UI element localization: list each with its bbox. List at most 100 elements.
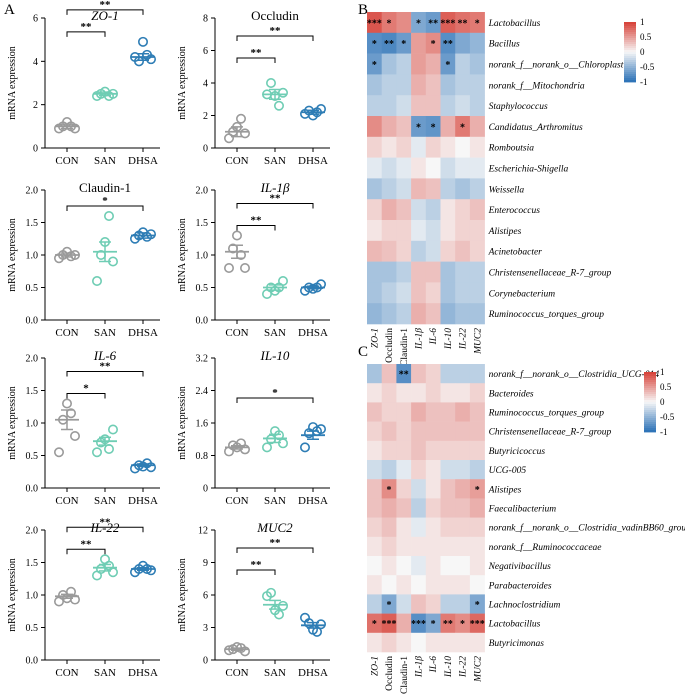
y-tick-label: 1.5	[26, 558, 39, 569]
legend-swatch	[644, 404, 656, 407]
row-label: Lachnoclostridium	[488, 601, 561, 611]
x-tick-label: SAN	[264, 327, 286, 339]
legend-swatch	[644, 388, 656, 391]
legend-swatch	[624, 74, 636, 77]
significance-star: *	[372, 39, 377, 50]
heatmap-cell	[367, 440, 382, 461]
significance-star: *	[431, 39, 436, 50]
y-tick-label: 2	[33, 100, 38, 111]
sig-label: **	[100, 0, 112, 11]
dot-chart-4: IL-1β mRNA expression 0.0 0.5 1.0 1.5 2.0 CON SA…	[177, 180, 330, 339]
heatmap-cell	[455, 116, 471, 138]
heatmap-cell	[367, 364, 382, 384]
y-tick-label: 0.5	[26, 283, 39, 294]
panel-label-a: A	[4, 2, 15, 18]
heatmap-cell	[425, 479, 441, 499]
heatmap-cell	[455, 220, 471, 242]
data-point	[240, 128, 251, 139]
legend-swatch	[624, 70, 636, 73]
heatmap-cell	[396, 556, 412, 576]
y-axis-label: mRNA expression	[7, 218, 18, 292]
heatmap-cell	[455, 261, 471, 283]
legend-swatch	[644, 396, 656, 399]
heatmap-cell	[469, 479, 485, 499]
dot-chart-1: ZO-1 mRNA expression 0 2 4 6 CON SAN DHSA ** **	[7, 0, 160, 167]
heatmap-cell	[381, 594, 397, 614]
heatmap-cell	[411, 460, 427, 480]
legend-swatch	[644, 418, 656, 421]
legend-swatch	[644, 412, 656, 415]
heatmap-cell	[440, 536, 456, 557]
data-point	[92, 275, 103, 286]
data-point	[92, 447, 103, 458]
legend-swatch	[644, 428, 656, 431]
heatmap-cell	[425, 282, 441, 304]
heatmap-cell	[469, 136, 485, 158]
heatmap-cell	[469, 421, 485, 442]
heatmap-cell	[469, 261, 485, 283]
heatmap-cell	[440, 32, 456, 54]
legend-swatch	[624, 78, 636, 81]
heatmap-cell	[367, 220, 382, 242]
heatmap-cell	[425, 556, 441, 576]
sig-bracket	[236, 225, 276, 231]
heatmap-cell	[469, 383, 485, 403]
significance-star: **	[443, 39, 453, 50]
data-point	[273, 609, 284, 620]
heatmap-cell	[411, 220, 427, 242]
x-tick-label: SAN	[94, 495, 116, 507]
heatmap-cell	[425, 575, 441, 595]
heatmap-cell	[367, 74, 382, 96]
heatmap-cell	[381, 556, 397, 576]
y-axis-label: mRNA expression	[177, 218, 188, 292]
heatmap-cell	[396, 261, 412, 283]
legend-swatch	[624, 50, 636, 53]
y-tick-label: 1.5	[26, 218, 39, 229]
heatmap-cell	[396, 364, 412, 384]
data-point	[232, 230, 243, 241]
heatmap-cell	[469, 95, 485, 117]
y-tick-label: 3	[203, 623, 208, 634]
heatmap-cell	[455, 136, 471, 158]
legend-label: 1	[660, 367, 665, 377]
sig-label: **	[100, 516, 112, 528]
heatmap-cell	[367, 498, 382, 518]
column-label: IL-1β	[414, 656, 424, 678]
significance-star: ***	[440, 18, 455, 29]
heatmap-cell	[381, 157, 397, 179]
y-tick-label: 1.0	[26, 591, 39, 602]
row-label: Christensenellaceae_R-7_group	[489, 269, 612, 279]
significance-star: ***	[411, 619, 426, 630]
data-point	[277, 87, 288, 98]
heatmap-cell	[455, 517, 471, 538]
heatmap-cell	[396, 220, 412, 242]
heatmap-cell	[469, 575, 485, 595]
heatmap-cell	[455, 575, 471, 595]
row-label: Escherichia-Shigella	[488, 165, 569, 175]
legend-swatch	[624, 36, 636, 39]
heatmap-cell	[411, 282, 427, 304]
data-point	[261, 442, 272, 453]
heatmap-cell	[425, 303, 441, 325]
heatmap-cell	[425, 517, 441, 538]
dot-chart-2: Occludin mRNA expression 0 2 4 6 8 CON SAN DHSA **…	[177, 8, 330, 167]
heatmap-cell	[411, 402, 427, 422]
heatmap-cell	[425, 74, 441, 96]
row-label: Bacteroides	[489, 389, 534, 399]
row-label: norank_f__Ruminococcaceae	[489, 542, 602, 553]
heatmap-cell	[455, 556, 471, 576]
heatmap-cell	[440, 157, 456, 179]
legend-swatch	[644, 394, 656, 397]
heatmap-cell	[396, 517, 412, 538]
heatmap-cell	[381, 460, 397, 480]
column-label: ZO-1	[370, 328, 380, 348]
legend-swatch	[644, 382, 656, 385]
sig-bracket	[66, 9, 144, 15]
heatmap-cell	[396, 157, 412, 179]
legend-label: 0.5	[640, 32, 652, 42]
legend-swatch	[624, 38, 636, 41]
row-label: Parabacteroides	[488, 581, 552, 591]
heatmap-cell	[396, 199, 412, 221]
x-tick-label: SAN	[94, 327, 116, 339]
heatmap-cell	[396, 460, 412, 480]
